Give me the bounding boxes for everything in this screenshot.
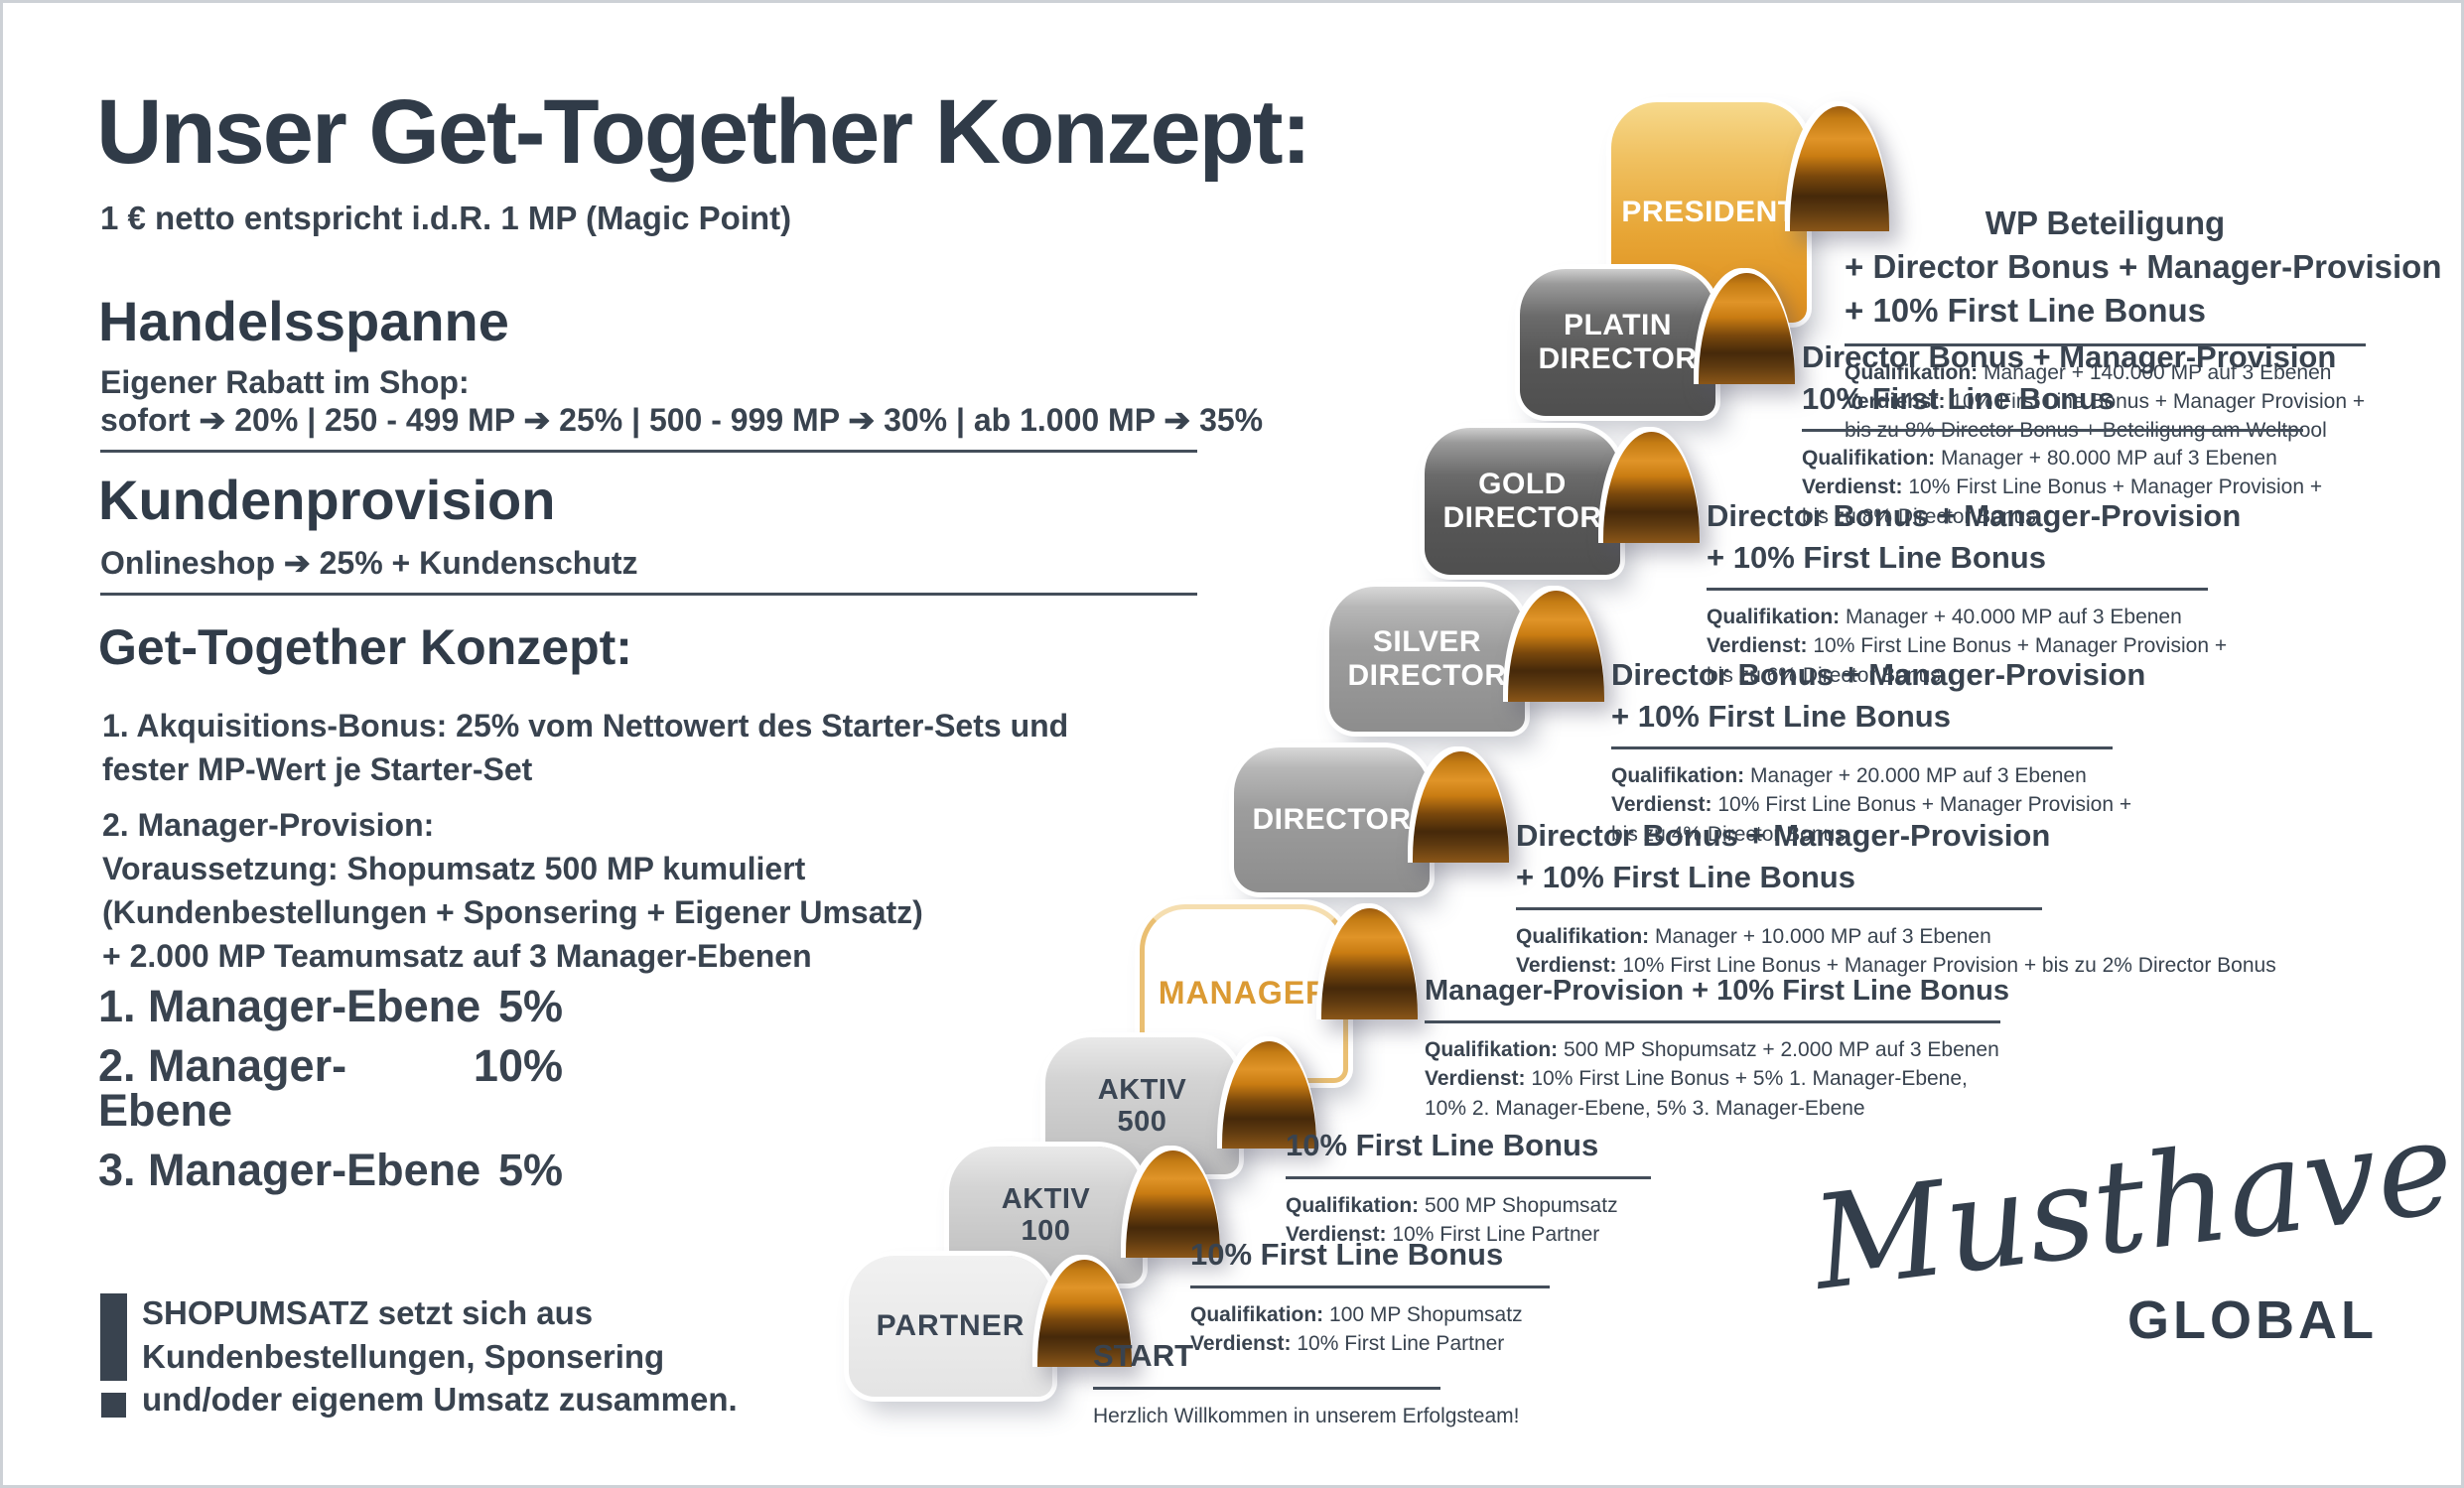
handelsspanne-line2: sofort ➔ 20% | 250 - 499 MP ➔ 25% | 500 … (100, 402, 1264, 438)
divider (100, 450, 1197, 453)
exclamation-icon (100, 1293, 127, 1381)
logo-word: GLOBAL (2127, 1290, 2378, 1350)
heading-underline (1802, 429, 2303, 433)
ribbon-fold-icon (1413, 751, 1509, 863)
heading-underline (1707, 588, 2208, 592)
level-silver-director-details: Director Bonus + Manager-Provision + 10%… (1611, 657, 2146, 846)
level-gold-director-label: GOLD DIRECTOR (1442, 468, 1602, 534)
heading-underline (1425, 1019, 2000, 1023)
level-aktiv-100-details: 10% First Line Bonus Qualifikation: 100 … (1190, 1234, 1550, 1358)
divider (100, 593, 1197, 596)
konzept-paragraph-2: 2. Manager-Provision: Voraussetzung: Sho… (102, 807, 923, 975)
logo-script-text: Musthave (1810, 1091, 2455, 1319)
level-silver-director-ribbon: SILVER DIRECTOR (1329, 587, 1525, 732)
ribbon-fold-icon (1508, 591, 1604, 702)
page-subtitle: 1 € netto entspricht i.d.R. 1 MP (Magic … (100, 200, 792, 236)
kundenprovision-line: Onlineshop ➔ 25% + Kundenschutz (100, 545, 638, 581)
heading-underline (1845, 342, 2366, 346)
level-aktiv-500-details: 10% First Line Bonus Qualifikation: 500 … (1286, 1125, 1651, 1249)
page-title: Unser Get-Together Konzept: (96, 81, 1311, 183)
level-president-details: WP Beteiligung + Director Bonus + Manage… (1845, 204, 2442, 443)
level-partner-details: START Herzlich Willkommen in unserem Erf… (1093, 1338, 1520, 1427)
level-partner-ribbon: PARTNER (849, 1256, 1052, 1397)
level-aktiv-100-label: AKTIV 100 (1001, 1182, 1091, 1247)
level-gold-director-details: Director Bonus + Manager-Provision + 10%… (1707, 498, 2242, 687)
manager-ebene-row-3: 3. Manager-Ebene 5% (98, 1145, 563, 1195)
level-platin-director-label: PLATIN DIRECTOR (1538, 309, 1698, 375)
level-partner-label: PARTNER (876, 1309, 1026, 1343)
section-title-kundenprovision: Kundenprovision (98, 469, 556, 531)
level-president-label: PRESIDENT (1621, 196, 1797, 229)
heading-underline (1093, 1386, 1440, 1390)
level-director-label: DIRECTOR (1252, 803, 1412, 837)
level-platin-director-ribbon: PLATIN DIRECTOR (1520, 269, 1715, 416)
logo-script-graphic: Musthave (1810, 1091, 2455, 1319)
manager-ebene-row-1: 1. Manager-Ebene 5% (98, 981, 563, 1031)
level-director-details: Director Bonus + Manager-Provision + 10%… (1516, 818, 2276, 978)
handelsspanne-line1: Eigener Rabatt im Shop: (100, 364, 470, 400)
level-manager-label: MANAGER (1158, 975, 1330, 1012)
level-director-ribbon: DIRECTOR (1234, 747, 1430, 892)
manager-ebene-row-2: 2. Manager-Ebene 10% (98, 1040, 563, 1136)
level-aktiv-500-label: AKTIV 500 (1097, 1073, 1187, 1138)
level-manager-details: Manager-Provision + 10% First Line Bonus… (1425, 975, 2009, 1120)
manager-ebene-list: 1. Manager-Ebene 5% 2. Manager-Ebene 10%… (98, 984, 563, 1192)
heading-underline (1190, 1285, 1550, 1288)
level-silver-director-label: SILVER DIRECTOR (1347, 625, 1507, 692)
heading-underline (1286, 1175, 1651, 1179)
level-gold-director-ribbon: GOLD DIRECTOR (1425, 428, 1620, 575)
level-platin-director-details: Director Bonus + Manager-Provision 10% F… (1802, 339, 2337, 528)
section-title-handelsspanne: Handelsspanne (98, 290, 509, 352)
exclamation-icon-dot (101, 1393, 126, 1418)
ribbon-fold-icon (1603, 432, 1700, 543)
heading-underline (1611, 746, 2113, 750)
shopumsatz-note: SHOPUMSATZ setzt sich aus Kundenbestellu… (142, 1294, 738, 1419)
section-title-konzept: Get-Together Konzept: (98, 619, 632, 675)
konzept-paragraph-1: 1. Akquisitions-Bonus: 25% vom Nettowert… (102, 708, 1069, 788)
heading-underline (1516, 907, 2042, 911)
